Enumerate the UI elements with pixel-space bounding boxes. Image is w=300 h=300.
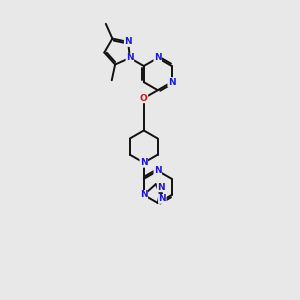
Text: N: N <box>168 78 176 87</box>
Text: N: N <box>126 53 134 62</box>
Text: N: N <box>154 53 162 62</box>
Text: N: N <box>158 194 166 203</box>
Text: N: N <box>154 166 162 175</box>
Text: N: N <box>140 190 148 200</box>
Text: N: N <box>140 158 148 167</box>
Text: O: O <box>140 94 148 103</box>
Text: N: N <box>157 183 165 192</box>
Text: N: N <box>124 38 132 46</box>
